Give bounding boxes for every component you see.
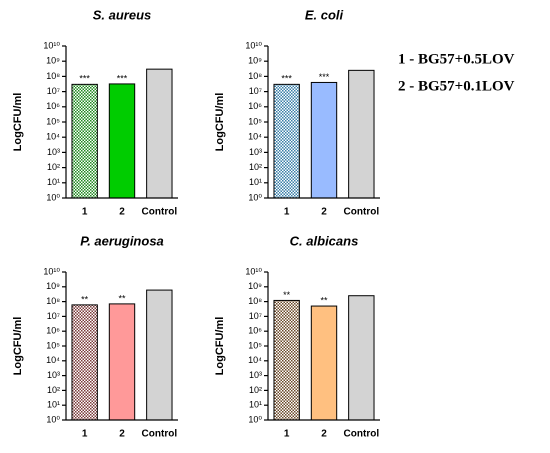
x-tick-label: Control — [344, 207, 380, 218]
x-tick-label: 1 — [284, 207, 290, 218]
bar — [310, 81, 338, 199]
y-tick-label: 10¹⁰ — [43, 266, 60, 276]
bar — [146, 68, 173, 199]
bar — [273, 83, 300, 199]
y-tick-label: 10³ — [249, 147, 262, 157]
bar — [310, 305, 338, 421]
bar — [348, 69, 375, 199]
key-entry: 1 - BG57+0.5LOV — [398, 51, 515, 67]
y-tick-label: 10¹ — [249, 400, 262, 410]
y-tick-label: 10² — [249, 162, 262, 172]
y-tick-label: 10¹⁰ — [245, 266, 262, 276]
significance-label: ** — [283, 290, 291, 300]
x-tick-label: Control — [344, 429, 380, 440]
x-tick-label: 2 — [321, 207, 327, 218]
y-tick-label: 10⁹ — [46, 56, 60, 66]
y-tick-label: 10³ — [47, 147, 60, 157]
y-tick-label: 10⁷ — [47, 311, 60, 321]
y-tick-label: 10⁴ — [248, 355, 262, 365]
y-tick-label: 10⁵ — [46, 340, 60, 350]
key-entry: 2 - BG57+0.1LOV — [398, 78, 515, 94]
y-tick-label: 10⁹ — [46, 281, 60, 291]
y-tick-label: 10⁴ — [248, 132, 262, 142]
chart-title: E. coli — [305, 7, 344, 22]
y-tick-label: 10⁰ — [46, 414, 60, 424]
significance-label: ** — [118, 293, 126, 303]
y-tick-label: 10⁸ — [248, 71, 262, 81]
y-tick-label: 10⁸ — [46, 296, 60, 306]
x-tick-label: 2 — [119, 429, 125, 440]
x-tick-label: 1 — [82, 429, 88, 440]
y-tick-label: 10⁵ — [248, 340, 262, 350]
x-tick-label: 2 — [119, 207, 125, 218]
y-tick-label: 10⁵ — [46, 116, 60, 126]
y-tick-label: 10⁸ — [46, 71, 60, 81]
y-tick-label: 10⁰ — [248, 192, 262, 202]
chart-title: P. aeruginosa — [80, 233, 164, 248]
y-tick-label: 10⁹ — [248, 56, 262, 66]
y-tick-label: 10⁶ — [248, 326, 262, 336]
y-tick-label: 10⁶ — [46, 326, 60, 336]
y-tick-label: 10⁴ — [46, 132, 60, 142]
bar — [108, 83, 136, 199]
y-tick-label: 10⁷ — [249, 311, 262, 321]
y-axis-label: LogCFU/ml — [12, 93, 24, 152]
y-tick-label: 10² — [47, 385, 60, 395]
y-tick-label: 10² — [47, 162, 60, 172]
y-tick-label: 10⁰ — [248, 414, 262, 424]
bar — [273, 299, 300, 421]
significance-label: ** — [81, 294, 89, 304]
significance-label: *** — [79, 74, 90, 84]
significance-label: ** — [320, 295, 328, 305]
y-tick-label: 10⁷ — [47, 86, 60, 96]
bar — [71, 304, 98, 421]
y-tick-label: 10⁴ — [46, 355, 60, 365]
bar — [348, 295, 375, 421]
y-tick-label: 10⁶ — [46, 101, 60, 111]
significance-label: *** — [281, 74, 292, 84]
x-tick-label: Control — [142, 429, 178, 440]
x-tick-label: Control — [142, 207, 178, 218]
y-tick-label: 10⁹ — [248, 281, 262, 291]
y-tick-label: 10⁸ — [248, 296, 262, 306]
x-tick-label: 1 — [284, 429, 290, 440]
y-tick-label: 10¹⁰ — [245, 40, 262, 50]
chart-title: C. albicans — [290, 233, 359, 248]
y-axis-label: LogCFU/ml — [214, 317, 226, 376]
y-axis-label: LogCFU/ml — [12, 317, 24, 376]
y-tick-label: 10⁰ — [46, 192, 60, 202]
y-tick-label: 10¹ — [47, 400, 60, 410]
y-tick-label: 10³ — [249, 370, 262, 380]
bar — [146, 289, 173, 421]
bar — [71, 83, 98, 199]
y-tick-label: 10⁷ — [249, 86, 262, 96]
y-tick-label: 10⁶ — [248, 101, 262, 111]
significance-label: *** — [319, 72, 330, 82]
y-tick-label: 10¹ — [47, 177, 60, 187]
y-tick-label: 10² — [249, 385, 262, 395]
bar — [108, 303, 136, 421]
significance-label: *** — [117, 73, 128, 83]
chart-title: S. aureus — [93, 7, 152, 22]
y-tick-label: 10¹⁰ — [43, 40, 60, 50]
x-tick-label: 2 — [321, 429, 327, 440]
y-tick-label: 10⁵ — [248, 116, 262, 126]
y-axis-label: LogCFU/ml — [214, 93, 226, 152]
y-tick-label: 10³ — [47, 370, 60, 380]
x-tick-label: 1 — [82, 207, 88, 218]
y-tick-label: 10¹ — [249, 177, 262, 187]
